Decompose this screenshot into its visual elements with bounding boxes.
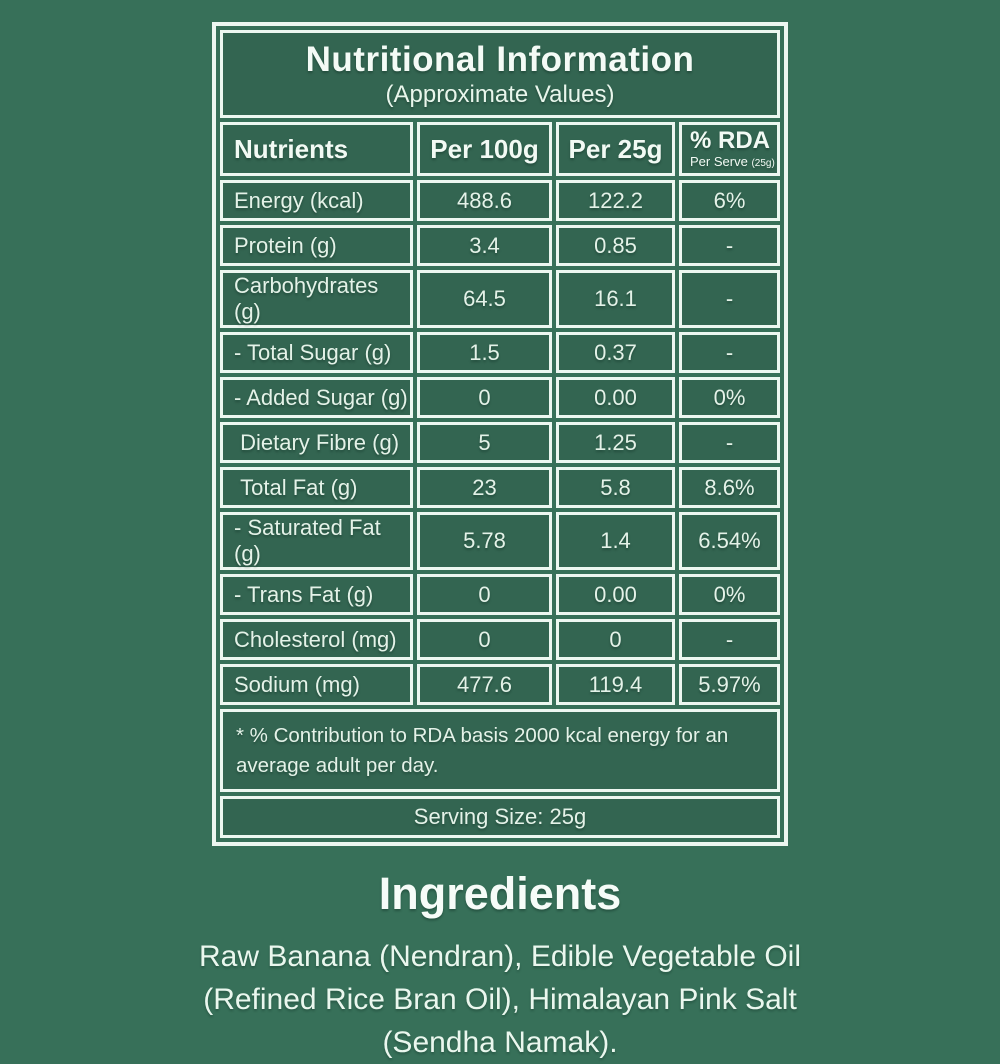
rda-value: 6.54% <box>679 512 780 570</box>
nutrient-name: - Saturated Fat (g) <box>220 512 413 570</box>
product-label: Nutritional Information (Approximate Val… <box>0 22 1000 1064</box>
per-100g-value: 1.5 <box>417 332 552 373</box>
nutrient-name: Protein (g) <box>220 225 413 266</box>
table-row: - Saturated Fat (g) 5.78 1.4 6.54% <box>220 512 780 570</box>
rda-value: - <box>679 619 780 660</box>
column-header-nutrients: Nutrients <box>220 122 413 176</box>
nutrient-name: - Added Sugar (g) <box>220 377 413 418</box>
per-25g-value: 0 <box>556 619 675 660</box>
nutrient-name: Dietary Fibre (g) <box>220 422 413 463</box>
per-100g-value: 488.6 <box>417 180 552 221</box>
rda-value: - <box>679 270 780 328</box>
ingredients-text: Raw Banana (Nendran), Edible Vegetable O… <box>198 940 802 1059</box>
per-25g-value: 16.1 <box>556 270 675 328</box>
rda-value: 8.6% <box>679 467 780 508</box>
per-100g-value: 0 <box>417 619 552 660</box>
rda-value: 0% <box>679 377 780 418</box>
rda-value: - <box>679 422 780 463</box>
per-25g-value: 0.00 <box>556 377 675 418</box>
rda-value: - <box>679 332 780 373</box>
table-subtitle: (Approximate Values) <box>385 80 615 108</box>
nutrient-name: Carbohydrates (g) <box>220 270 413 328</box>
table-body: Energy (kcal) 488.6 122.2 6% Protein (g)… <box>220 180 780 705</box>
serving-size: Serving Size: 25g <box>220 796 780 839</box>
per-25g-value: 5.8 <box>556 467 675 508</box>
table-row: Total Fat (g) 23 5.8 8.6% <box>220 467 780 508</box>
per-25g-value: 1.4 <box>556 512 675 570</box>
column-header-per25g: Per 25g <box>556 122 675 176</box>
per-25g-value: 0.85 <box>556 225 675 266</box>
rda-value: - <box>679 225 780 266</box>
per-100g-value: 3.4 <box>417 225 552 266</box>
table-row: - Added Sugar (g) 0 0.00 0% <box>220 377 780 418</box>
column-header-rda: % RDA Per Serve (25g) <box>679 122 780 176</box>
per-100g-value: 5.78 <box>417 512 552 570</box>
table-row: Protein (g) 3.4 0.85 - <box>220 225 780 266</box>
table-row: - Trans Fat (g) 0 0.00 0% <box>220 574 780 615</box>
table-row: Cholesterol (mg) 0 0 - <box>220 619 780 660</box>
ingredients-title: Ingredients <box>378 868 622 920</box>
per-100g-value: 64.5 <box>417 270 552 328</box>
nutrient-name: Total Fat (g) <box>220 467 413 508</box>
table-header-row: Nutrients Per 100g Per 25g % RDA Per Ser… <box>220 122 780 176</box>
nutrient-name: Cholesterol (mg) <box>220 619 413 660</box>
table-title: Nutritional Information <box>305 39 695 79</box>
per-100g-value: 0 <box>417 574 552 615</box>
per-100g-value: 0 <box>417 377 552 418</box>
table-row: - Total Sugar (g) 1.5 0.37 - <box>220 332 780 373</box>
rda-value: 6% <box>679 180 780 221</box>
nutrient-name: - Trans Fat (g) <box>220 574 413 615</box>
per-25g-value: 0.00 <box>556 574 675 615</box>
nutrient-name: - Total Sugar (g) <box>220 332 413 373</box>
per-100g-value: 5 <box>417 422 552 463</box>
table-title-box: Nutritional Information (Approximate Val… <box>220 30 780 118</box>
table-row: Energy (kcal) 488.6 122.2 6% <box>220 180 780 221</box>
nutrient-name: Energy (kcal) <box>220 180 413 221</box>
per-100g-value: 477.6 <box>417 664 552 705</box>
table-row: Dietary Fibre (g) 5 1.25 - <box>220 422 780 463</box>
rda-value: 5.97% <box>679 664 780 705</box>
rda-value: 0% <box>679 574 780 615</box>
nutrition-table: Nutritional Information (Approximate Val… <box>212 22 788 847</box>
nutrient-name: Sodium (mg) <box>220 664 413 705</box>
rda-footnote: * % Contribution to RDA basis 2000 kcal … <box>220 709 780 793</box>
per-25g-value: 1.25 <box>556 422 675 463</box>
rda-header-sub: Per Serve (25g) <box>690 153 775 169</box>
column-header-per100g: Per 100g <box>417 122 552 176</box>
table-row: Sodium (mg) 477.6 119.4 5.97% <box>220 664 780 705</box>
rda-header-main: % RDA <box>690 126 771 154</box>
per-100g-value: 23 <box>417 467 552 508</box>
rda-header-sub-note: (25g) <box>751 157 775 169</box>
table-row: Carbohydrates (g) 64.5 16.1 - <box>220 270 780 328</box>
per-25g-value: 122.2 <box>556 180 675 221</box>
per-25g-value: 119.4 <box>556 664 675 705</box>
per-25g-value: 0.37 <box>556 332 675 373</box>
